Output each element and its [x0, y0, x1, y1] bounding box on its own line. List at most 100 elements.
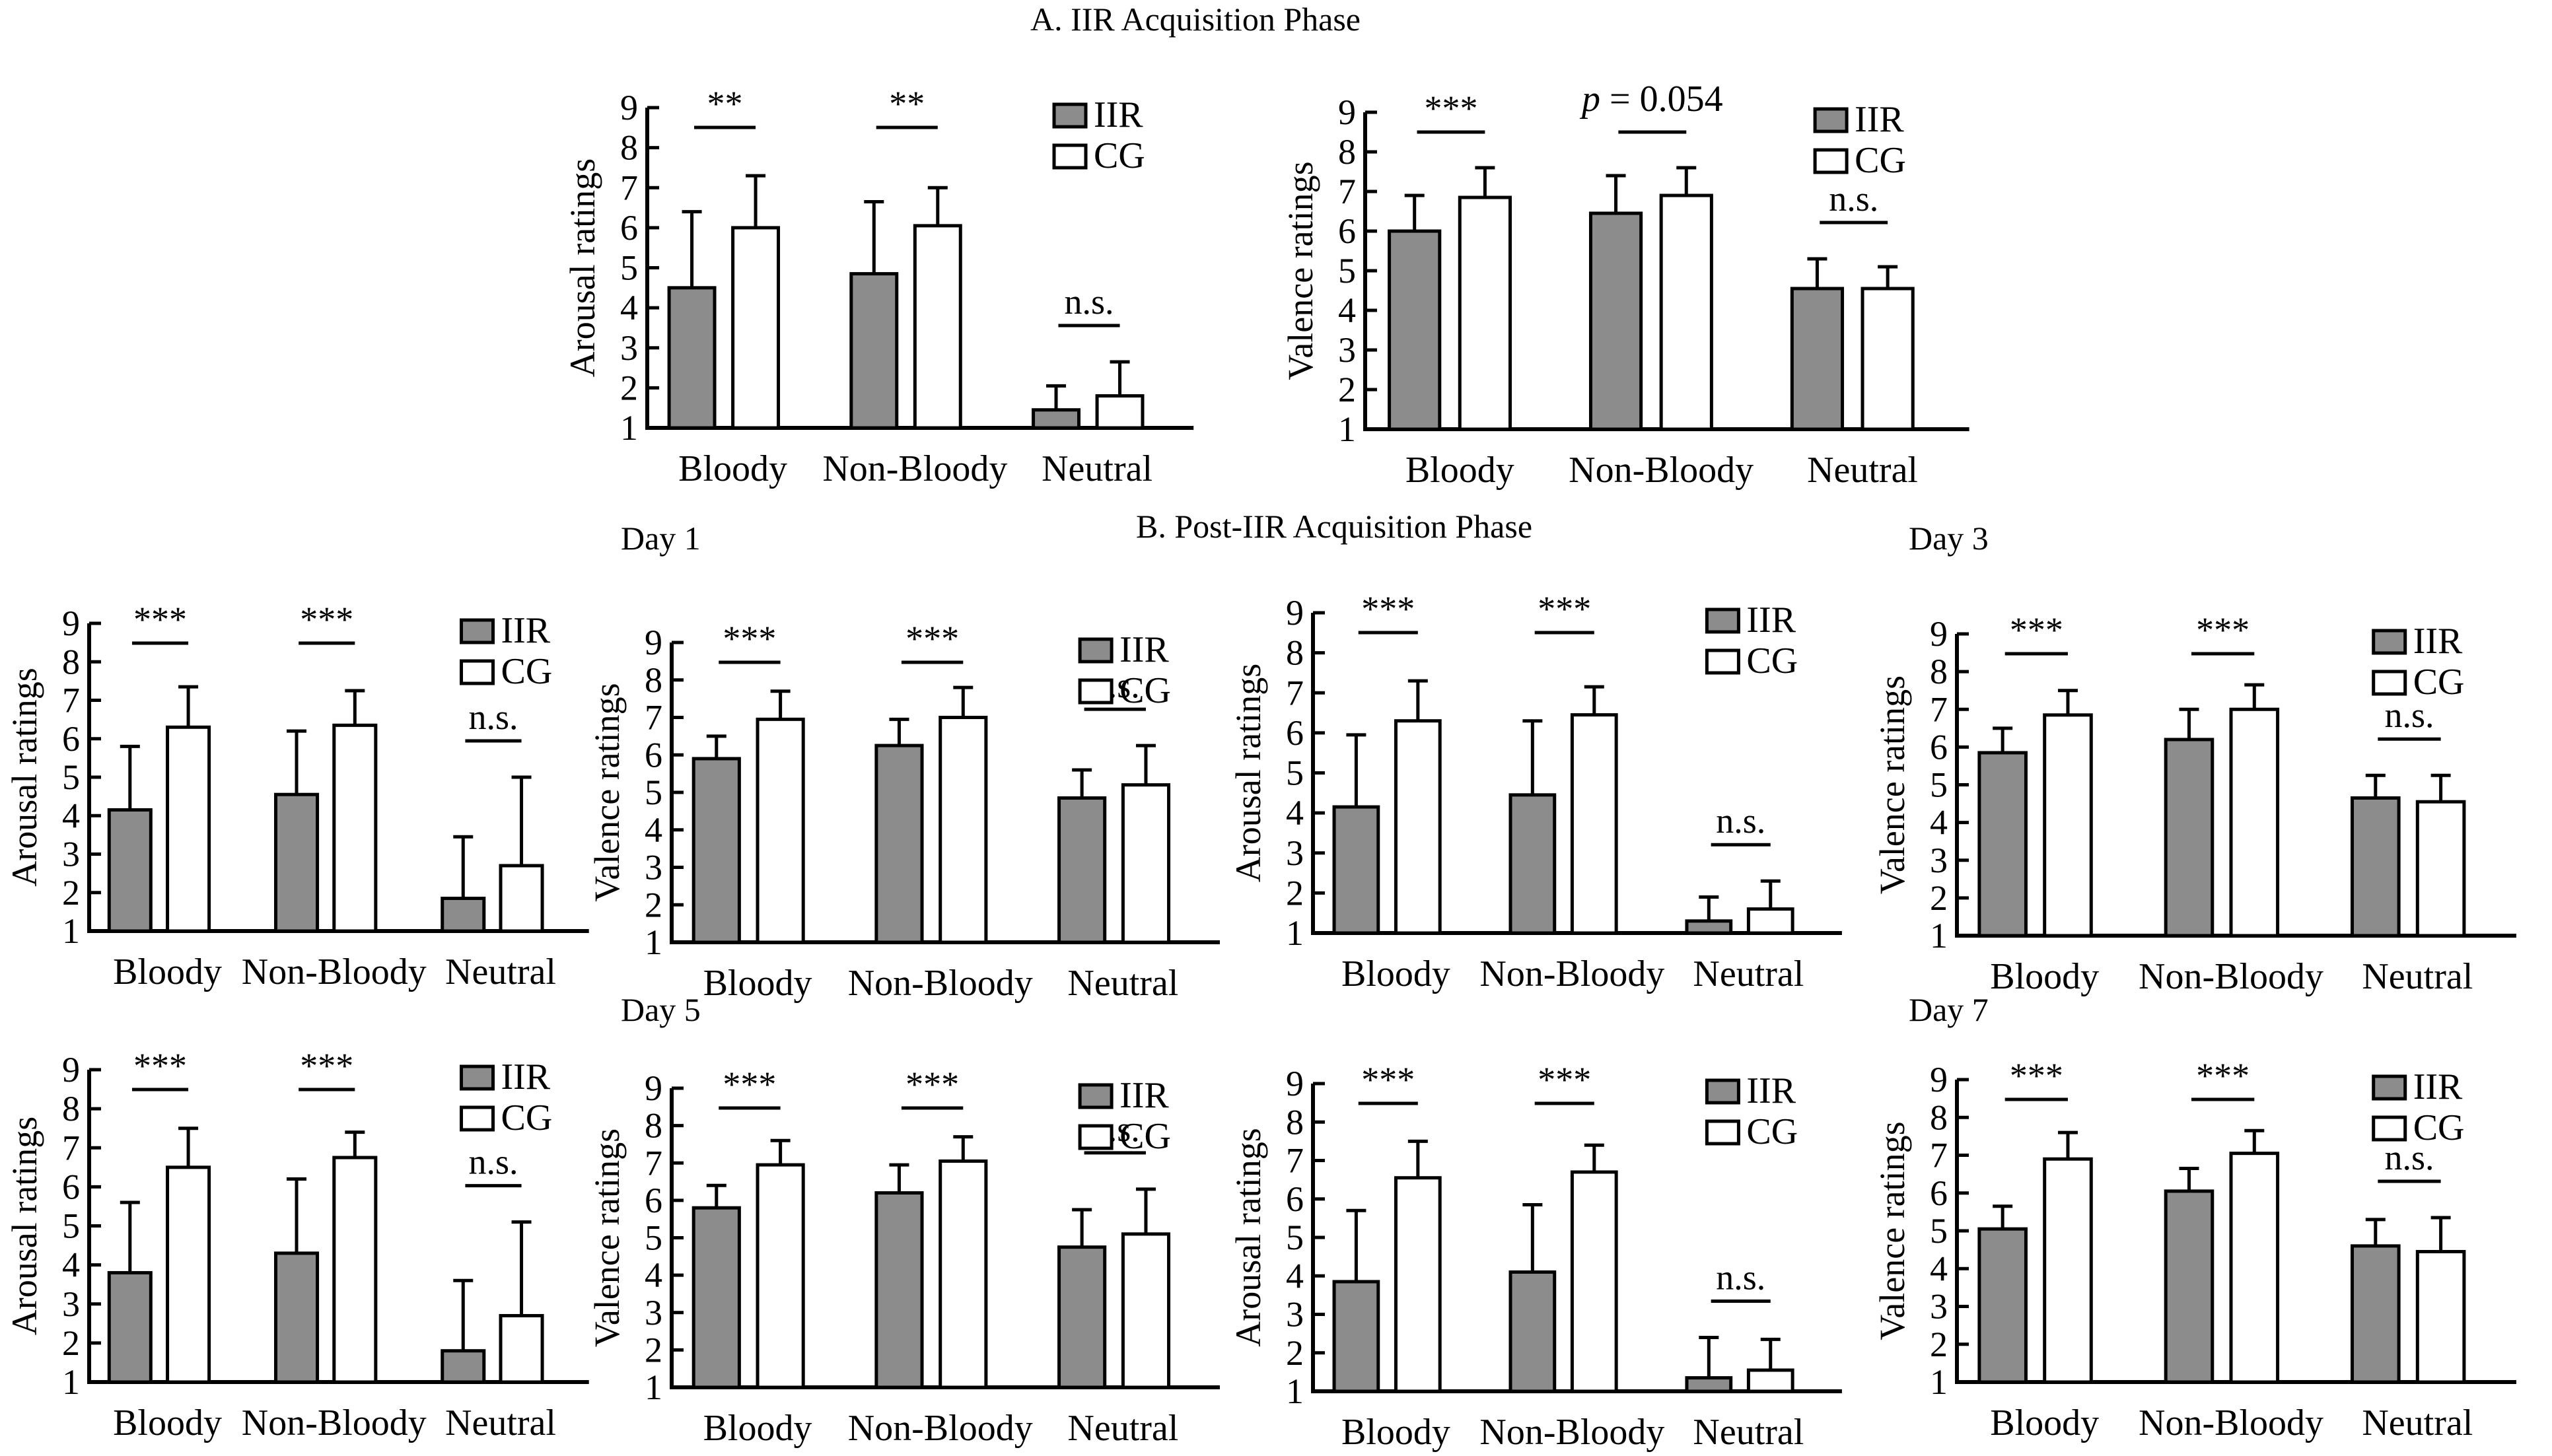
y-tick-label: 6	[62, 719, 80, 759]
significance-label: n.s.	[2384, 1138, 2434, 1177]
y-tick-label: 5	[1286, 753, 1304, 793]
y-tick-label: 4	[645, 1255, 662, 1295]
y-tick-label: 2	[62, 1323, 80, 1363]
significance-label: ***	[905, 619, 959, 658]
bar-cg-non-bloody	[332, 723, 378, 933]
bar-iir-neutral	[2351, 796, 2401, 938]
significance-label: ***	[2196, 610, 2250, 650]
bar-iir-bloody	[691, 1206, 741, 1389]
y-tick-label: 6	[1930, 727, 1948, 767]
bar-cg-bloody	[1394, 1176, 1442, 1393]
x-tick-label: Non-Bloody	[848, 963, 1033, 1004]
y-tick-label: 2	[62, 873, 80, 913]
y-tick-label: 2	[1286, 1333, 1304, 1373]
legend-swatch-cg	[2372, 670, 2407, 696]
bar-iir-non-bloody	[2164, 1189, 2215, 1384]
y-tick-label: 9	[1930, 614, 1948, 654]
y-axis-label: Valence ratings	[587, 683, 627, 901]
significance-label: n.s.	[2384, 695, 2434, 735]
y-tick-label: 6	[1930, 1173, 1948, 1213]
significance-label: ***	[1361, 1060, 1415, 1099]
y-tick-label: 3	[62, 835, 80, 874]
legend-label-iir: IIR	[1855, 99, 1904, 140]
y-axis-label: Valence ratings	[1872, 676, 1912, 894]
legend-label-iir: IIR	[2413, 1066, 2463, 1107]
y-tick-label: 4	[1286, 793, 1304, 833]
x-tick-label: Bloody	[1341, 1412, 1450, 1453]
x-tick-label: Bloody	[703, 963, 812, 1004]
significance-label: n.s.	[1716, 801, 1765, 841]
y-tick-label: 1	[620, 408, 638, 448]
y-axis-label: Arousal ratings	[1228, 1128, 1268, 1346]
x-tick-label: Bloody	[113, 952, 222, 992]
section-a-title: A. IIR Acquisition Phase	[1030, 1, 1361, 38]
legend-label-iir: IIR	[1094, 94, 1143, 135]
legend-label-cg: CG	[1119, 670, 1171, 711]
x-tick-label: Bloody	[1990, 1403, 2099, 1443]
bar-iir-non-bloody	[1508, 1270, 1557, 1393]
legend-swatch-iir	[1705, 1078, 1740, 1105]
legend-label-iir: IIR	[2413, 621, 2463, 662]
y-tick-label: 2	[1930, 1325, 1948, 1364]
y-tick-label: 4	[62, 796, 80, 835]
significance-label: ***	[1538, 1060, 1591, 1099]
bar-iir-non-bloody	[849, 272, 899, 430]
y-tick-label: 4	[645, 810, 662, 850]
significance-label: n.s.	[468, 1142, 518, 1182]
significance-label: n.s.	[1064, 282, 1114, 322]
bar-iir-non-bloody	[874, 744, 924, 944]
legend-swatch-iir	[2372, 629, 2407, 655]
x-tick-label: Non-Bloody	[242, 1403, 427, 1443]
y-tick-label: 3	[645, 1293, 662, 1333]
x-tick-label: Neutral	[445, 952, 556, 992]
y-axis-label: Arousal ratings	[5, 1117, 44, 1335]
significance-label: ***	[723, 619, 776, 658]
significance-label: ***	[2010, 610, 2063, 650]
y-tick-label: 8	[62, 1089, 80, 1128]
y-tick-label: 8	[645, 660, 662, 700]
y-tick-label: 4	[1338, 291, 1356, 330]
bar-iir-non-bloody	[874, 1191, 924, 1389]
bar-cg-neutral	[1861, 287, 1915, 431]
bar-cg-neutral	[2415, 800, 2466, 938]
y-tick-label: 8	[1930, 1097, 1948, 1137]
legend-swatch-cg	[460, 659, 495, 685]
bar-iir-neutral	[441, 896, 486, 933]
y-tick-label: 2	[620, 368, 638, 407]
bar-iir-bloody	[1977, 1227, 2028, 1384]
y-tick-label: 3	[620, 328, 638, 368]
legend-label-cg: CG	[501, 1097, 553, 1138]
y-axis-label: Valence ratings	[587, 1128, 627, 1347]
bar-iir-bloody	[1332, 805, 1380, 935]
legend-swatch-cg	[1813, 148, 1849, 174]
y-tick-label: 1	[1338, 409, 1356, 449]
day-1-label: Day 1	[621, 520, 701, 557]
significance-label: **	[889, 84, 925, 123]
y-tick-label: 6	[645, 735, 662, 775]
legend-label-cg: CG	[1855, 140, 1906, 181]
significance-label: ***	[905, 1064, 959, 1104]
x-tick-label: Neutral	[445, 1403, 556, 1443]
bar-cg-non-bloody	[939, 716, 988, 944]
y-tick-label: 8	[645, 1106, 662, 1146]
y-tick-label: 8	[620, 128, 638, 168]
y-tick-label: 9	[645, 623, 662, 662]
bar-iir-neutral	[2351, 1244, 2401, 1384]
significance-label: ***	[2010, 1056, 2063, 1095]
significance-label: ***	[300, 600, 353, 639]
y-tick-label: 6	[62, 1167, 80, 1206]
bar-cg-bloody	[756, 717, 805, 944]
bar-iir-bloody	[1332, 1280, 1380, 1393]
significance-label: ***	[1424, 88, 1477, 128]
y-tick-label: 5	[62, 757, 80, 797]
x-tick-label: Neutral	[1067, 963, 1178, 1004]
y-axis-label: Arousal ratings	[563, 158, 602, 377]
bar-cg-non-bloody	[2229, 707, 2280, 938]
legend-label-cg: CG	[1746, 641, 1798, 681]
y-tick-label: 3	[1338, 330, 1356, 370]
x-tick-label: Non-Bloody	[848, 1408, 1033, 1449]
y-axis-label: Valence ratings	[1281, 161, 1320, 380]
y-tick-label: 5	[1930, 765, 1948, 805]
